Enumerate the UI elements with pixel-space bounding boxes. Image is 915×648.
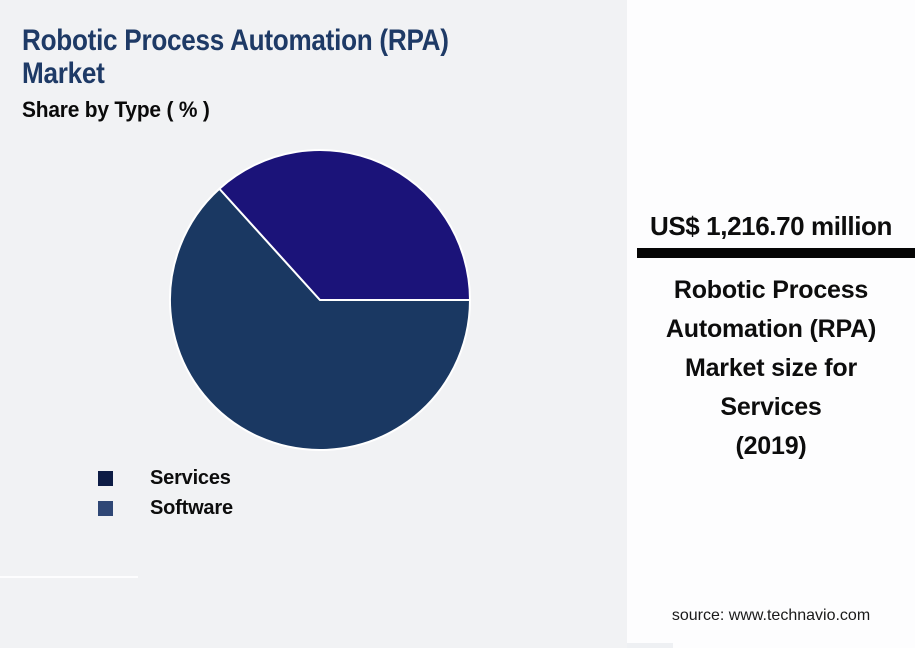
pie-legend: Services Software xyxy=(98,463,233,523)
source-attribution: source: www.technavio.com xyxy=(671,607,871,624)
panel-corner-notch xyxy=(627,643,673,648)
chart-subtitle: Share by Type ( % ) xyxy=(22,97,210,122)
stat-divider-bar xyxy=(637,248,915,258)
pie-chart xyxy=(169,149,471,451)
legend-label: Software xyxy=(150,496,233,519)
stat-panel: US$ 1,216.70 million Robotic Process Aut… xyxy=(627,0,915,648)
pie-slice-services xyxy=(169,187,471,451)
legend-marker-software xyxy=(98,500,113,516)
legend-item-services: Services xyxy=(98,463,233,493)
chart-area: Robotic Process Automation (RPA) Market … xyxy=(0,24,471,578)
legend-label: Services xyxy=(150,466,231,489)
pie-slice-software xyxy=(218,149,471,301)
legend-item-software: Software xyxy=(98,493,233,523)
chart-title: Robotic Process Automation (RPA) Market xyxy=(22,24,449,90)
decorative-divider-line xyxy=(0,576,138,578)
legend-marker-services xyxy=(98,470,113,486)
stat-description: Robotic Process Automation (RPA) Market … xyxy=(665,276,877,460)
stat-value: US$ 1,216.70 million xyxy=(649,211,892,241)
